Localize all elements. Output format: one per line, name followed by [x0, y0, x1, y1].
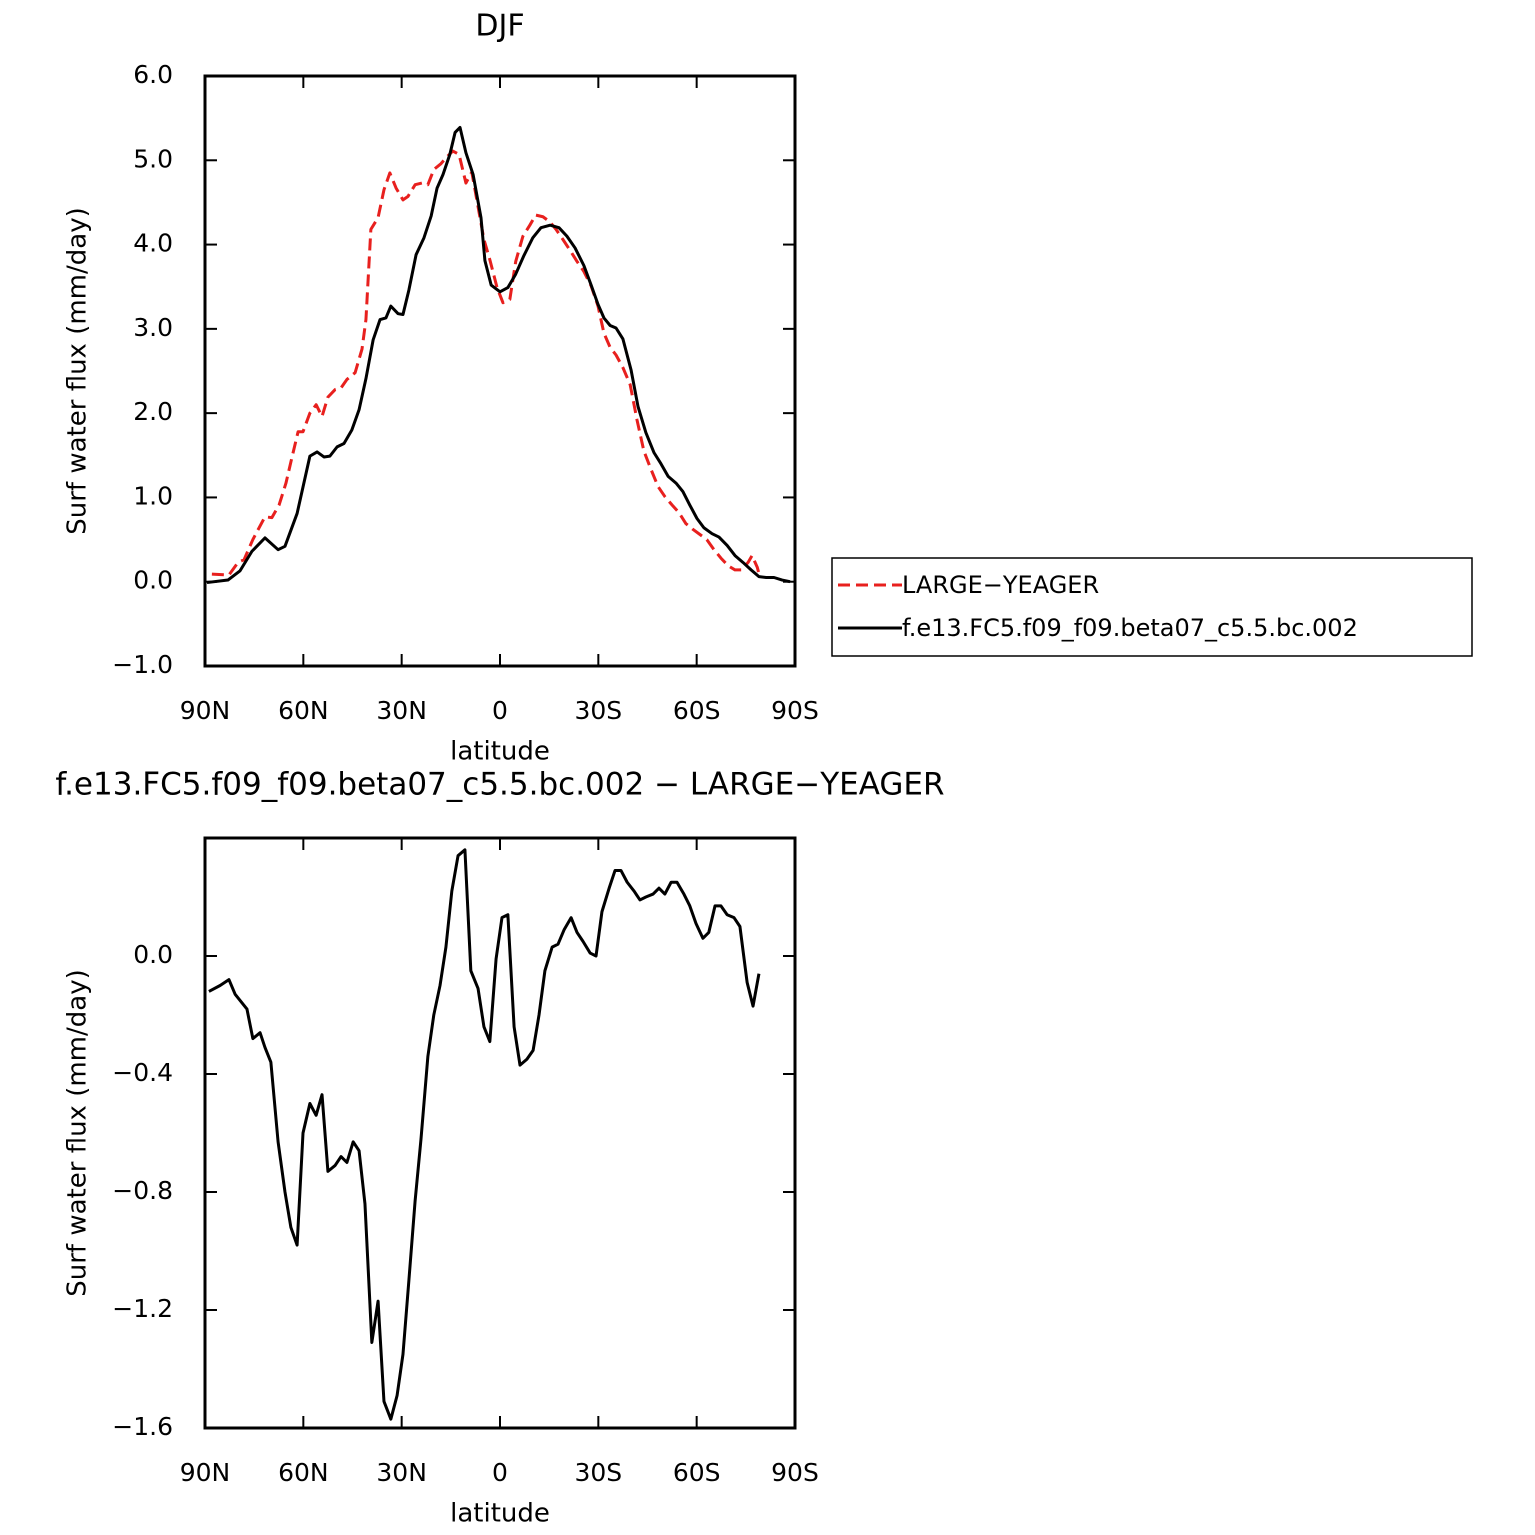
x-tick-label: 90N — [180, 1458, 231, 1487]
series-line — [206, 125, 791, 585]
y-axis-label: Surf water flux (mm/day) — [63, 969, 93, 1296]
x-tick-label: 60S — [673, 1458, 721, 1487]
legend-label: f.e13.FC5.f09_f09.beta07_c5.5.bc.002 — [902, 614, 1358, 642]
y-tick-label: 2.0 — [133, 397, 173, 426]
y-tick-label: 3.0 — [133, 313, 173, 342]
x-axis-label: latitude — [450, 737, 550, 767]
series-line — [211, 149, 762, 578]
legend-label: LARGE−YEAGER — [902, 571, 1099, 599]
y-tick-label: −1.2 — [112, 1294, 173, 1323]
series-line — [208, 848, 761, 1421]
y-tick-label: −1.6 — [112, 1412, 173, 1441]
plot-frame — [203, 74, 797, 668]
legend-box — [831, 557, 1473, 657]
x-tick-label: 60N — [278, 696, 329, 725]
y-tick-label: 4.0 — [133, 229, 173, 258]
y-tick-label: 6.0 — [133, 60, 173, 89]
x-tick-label: 60S — [673, 696, 721, 725]
y-tick-label: 5.0 — [133, 144, 173, 173]
y-tick-label: 0.0 — [133, 940, 173, 969]
x-tick-label: 90N — [180, 696, 231, 725]
y-tick-label: −1.0 — [112, 650, 173, 679]
chart-title: f.e13.FC5.f09_f09.beta07_c5.5.bc.002 − L… — [55, 767, 944, 803]
x-tick-label: 0 — [492, 1458, 508, 1487]
plot-frame — [203, 836, 797, 1430]
x-tick-label: 0 — [492, 696, 508, 725]
y-tick-label: 1.0 — [133, 481, 173, 510]
x-tick-label: 30N — [376, 696, 427, 725]
chart-title: DJF — [475, 9, 524, 44]
x-tick-label: 90S — [771, 696, 819, 725]
y-tick-label: 0.0 — [133, 566, 173, 595]
x-tick-label: 30S — [574, 1458, 622, 1487]
x-tick-label: 30S — [574, 696, 622, 725]
y-axis-label: Surf water flux (mm/day) — [63, 207, 93, 534]
x-tick-label: 90S — [771, 1458, 819, 1487]
x-axis-label: latitude — [450, 1499, 550, 1529]
x-tick-label: 30N — [376, 1458, 427, 1487]
x-tick-label: 60N — [278, 1458, 329, 1487]
y-tick-label: −0.4 — [112, 1058, 173, 1087]
y-tick-label: −0.8 — [112, 1176, 173, 1205]
